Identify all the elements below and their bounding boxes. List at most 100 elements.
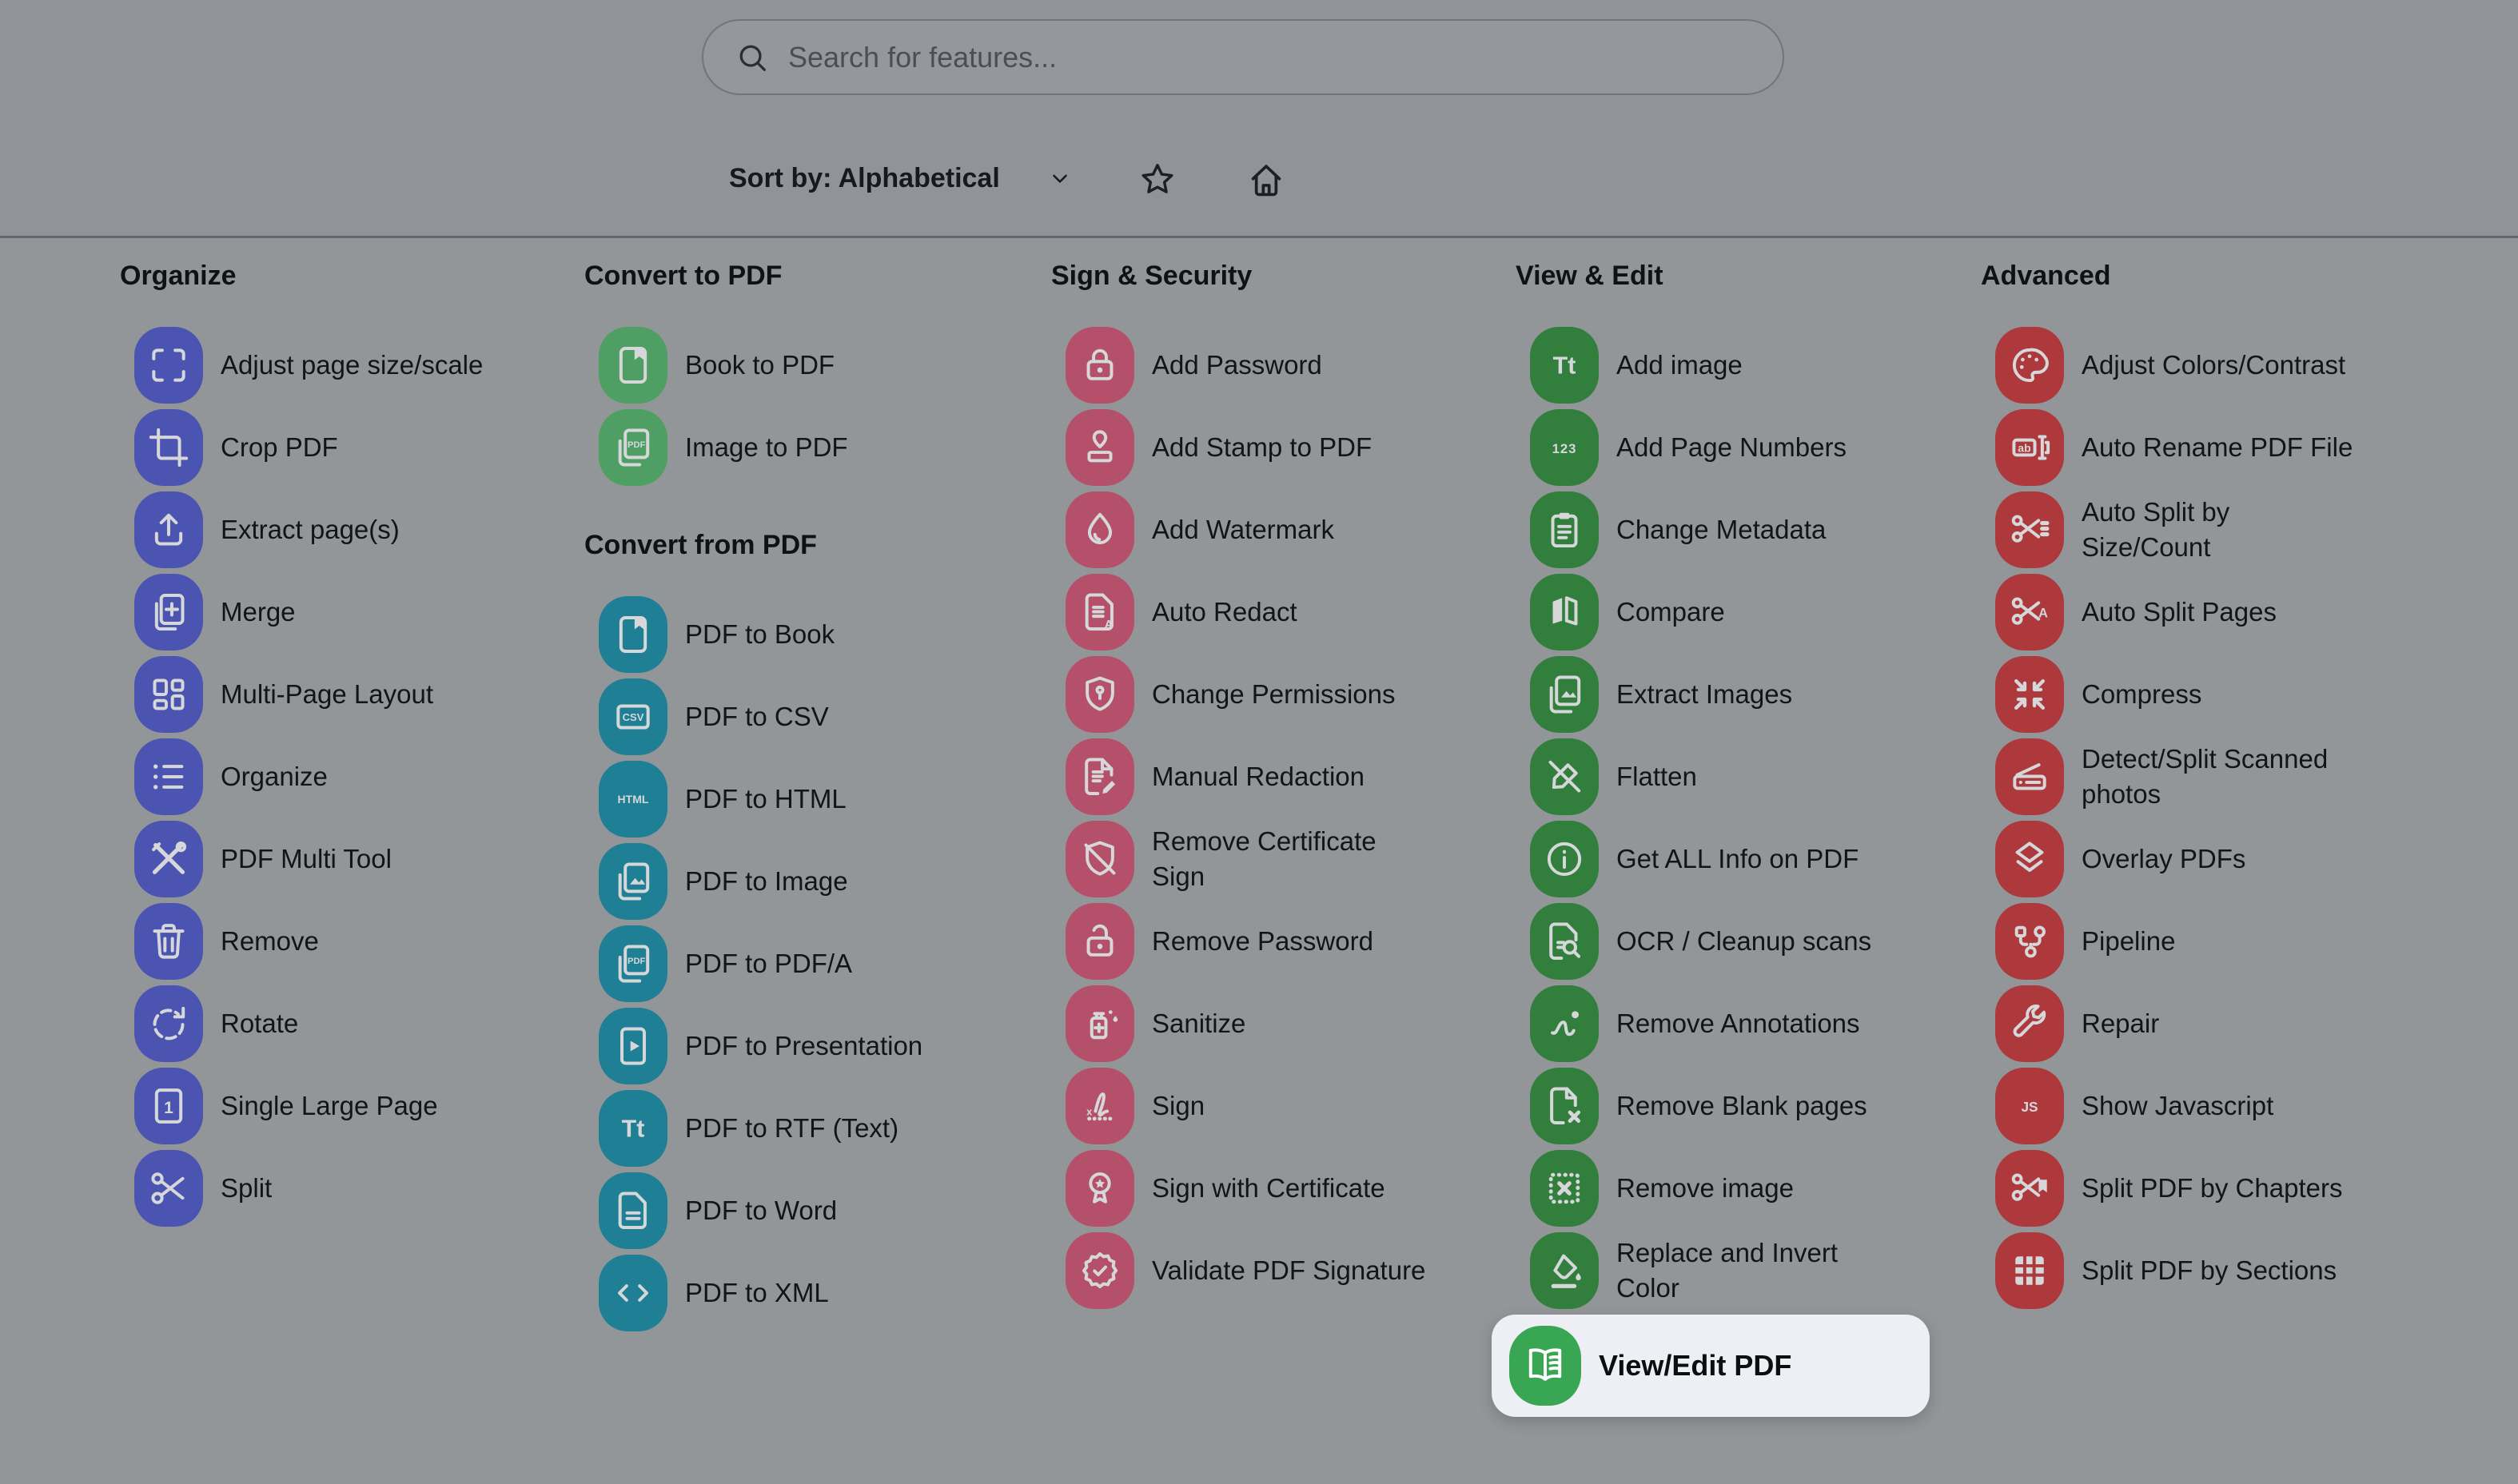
feature-label: Remove image bbox=[1616, 1173, 1794, 1203]
badge-check-icon bbox=[1082, 1252, 1118, 1289]
feature-split[interactable]: Split bbox=[120, 1150, 580, 1227]
feature-tile bbox=[134, 821, 203, 897]
layered-image-icon bbox=[618, 862, 650, 901]
feature-pdf-to-csv[interactable]: CSV PDF to CSV bbox=[584, 678, 1046, 755]
svg-text:PDF: PDF bbox=[628, 957, 646, 966]
feature-adjust-colors-contrast[interactable]: Adjust Colors/Contrast bbox=[1981, 327, 2476, 404]
feature-compare[interactable]: Compare bbox=[1516, 574, 1976, 650]
feature-pdf-to-rtf-text[interactable]: Tt PDF to RTF (Text) bbox=[584, 1090, 1046, 1167]
feature-remove-password[interactable]: Remove Password bbox=[1051, 903, 1511, 980]
feature-tile bbox=[1995, 491, 2064, 568]
feature-label: PDF to Word bbox=[685, 1196, 838, 1225]
grid-layout-icon bbox=[153, 678, 185, 710]
feature-label: Add Password bbox=[1152, 350, 1322, 380]
feature-remove-annotations[interactable]: Remove Annotations bbox=[1516, 985, 1976, 1062]
feature-auto-split-pages[interactable]: A Auto Split Pages bbox=[1981, 574, 2476, 650]
feature-view-edit-pdf[interactable]: View/Edit PDF bbox=[1492, 1315, 1930, 1417]
feature-detect-split-scanned-photos[interactable]: Detect/Split Scanned photos bbox=[1981, 738, 2476, 815]
feature-pdf-to-word[interactable]: PDF to Word bbox=[584, 1172, 1046, 1249]
feature-adjust-page-size-scale[interactable]: Adjust page size/scale bbox=[120, 327, 580, 404]
feature-get-all-info-on-pdf[interactable]: Get ALL Info on PDF bbox=[1516, 821, 1976, 897]
feature-remove-image[interactable]: Remove image bbox=[1516, 1150, 1976, 1227]
feature-organize[interactable]: Organize bbox=[120, 738, 580, 815]
feature-auto-rename-pdf-file[interactable]: ab Auto Rename PDF File bbox=[1981, 409, 2476, 486]
feature-label: Compress bbox=[2082, 679, 2202, 709]
feature-remove[interactable]: Remove bbox=[120, 903, 580, 980]
book-icon bbox=[619, 347, 647, 384]
feature-add-page-numbers[interactable]: 123 Add Page Numbers bbox=[1516, 409, 1976, 486]
feature-label: Repair bbox=[2082, 1009, 2160, 1038]
feature-add-stamp-to-pdf[interactable]: Add Stamp to PDF bbox=[1051, 409, 1511, 486]
feature-pipeline[interactable]: Pipeline bbox=[1981, 903, 2476, 980]
feature-validate-pdf-signature[interactable]: Validate PDF Signature bbox=[1051, 1232, 1511, 1309]
feature-book-to-pdf[interactable]: Book to PDF bbox=[584, 327, 1046, 404]
feature-ocr-cleanup-scans[interactable]: OCR / Cleanup scans bbox=[1516, 903, 1976, 980]
feature-change-permissions[interactable]: Change Permissions bbox=[1051, 656, 1511, 733]
feature-label: Rotate bbox=[221, 1009, 299, 1038]
feature-tile bbox=[1066, 821, 1134, 897]
favorites-button[interactable] bbox=[1137, 159, 1178, 201]
feature-tile bbox=[1530, 821, 1599, 897]
feature-extract-page-s[interactable]: Extract page(s) bbox=[120, 491, 580, 568]
feature-replace-and-invert-color[interactable]: Replace and Invert Color bbox=[1516, 1232, 1976, 1309]
feature-pdf-multi-tool[interactable]: PDF Multi Tool bbox=[120, 821, 580, 897]
feature-overlay-pdfs[interactable]: Overlay PDFs bbox=[1981, 821, 2476, 897]
feature-image-to-pdf[interactable]: PDF Image to PDF bbox=[584, 409, 1046, 486]
feature-add-image[interactable]: Tt Add image bbox=[1516, 327, 1976, 404]
feature-pdf-to-html[interactable]: HTML PDF to HTML bbox=[584, 761, 1046, 837]
feature-tile bbox=[1995, 903, 2064, 980]
frame-corners-icon bbox=[152, 348, 185, 382]
sort-dropdown[interactable]: Sort by: Alphabetical bbox=[729, 148, 1072, 209]
feature-split-pdf-by-sections[interactable]: Split PDF by Sections bbox=[1981, 1232, 2476, 1309]
feature-sign[interactable]: x Sign bbox=[1051, 1068, 1511, 1144]
feature-label: Add Watermark bbox=[1152, 515, 1335, 544]
tools-cross-icon bbox=[152, 841, 187, 874]
feature-rotate[interactable]: Rotate bbox=[120, 985, 580, 1062]
feature-pdf-to-pdf-a[interactable]: PDF PDF to PDF/A bbox=[584, 925, 1046, 1002]
feature-repair[interactable]: Repair bbox=[1981, 985, 2476, 1062]
feature-pdf-to-book[interactable]: PDF to Book bbox=[584, 596, 1046, 673]
feature-multi-page-layout[interactable]: Multi-Page Layout bbox=[120, 656, 580, 733]
feature-label: Extract page(s) bbox=[221, 515, 400, 544]
feature-flatten[interactable]: Flatten bbox=[1516, 738, 1976, 815]
info-circle-icon bbox=[1547, 841, 1582, 877]
category-title-convert-from-pdf: Convert from PDF bbox=[584, 530, 817, 560]
feature-tile: A bbox=[1995, 574, 2064, 650]
feature-tile bbox=[1066, 903, 1134, 980]
feature-label: Change Metadata bbox=[1616, 515, 1827, 544]
search-input[interactable] bbox=[771, 21, 1783, 93]
feature-compress[interactable]: Compress bbox=[1981, 656, 2476, 733]
feature-split-pdf-by-chapters[interactable]: Split PDF by Chapters bbox=[1981, 1150, 2476, 1227]
feature-show-javascript[interactable]: JS Show Javascript bbox=[1981, 1068, 2476, 1144]
category-column-view-edit: View & Edit Tt Add image 123 Add Page Number… bbox=[1492, 259, 1976, 1422]
ab-rename-icon: ab bbox=[2012, 435, 2050, 460]
feature-tile bbox=[1066, 656, 1134, 733]
feature-pdf-to-image[interactable]: PDF to Image bbox=[584, 843, 1046, 920]
feature-add-password[interactable]: Add Password bbox=[1051, 327, 1511, 404]
feature-extract-images[interactable]: Extract Images bbox=[1516, 656, 1976, 733]
layered-pdf-icon: PDF bbox=[618, 428, 650, 467]
feature-crop-pdf[interactable]: Crop PDF bbox=[120, 409, 580, 486]
feature-add-watermark[interactable]: Add Watermark bbox=[1051, 491, 1511, 568]
section-divider bbox=[0, 236, 2518, 238]
feature-auto-split-by-size-count[interactable]: Auto Split by Size/Count bbox=[1981, 491, 2476, 568]
feature-tile bbox=[1995, 327, 2064, 404]
feature-merge[interactable]: Merge bbox=[120, 574, 580, 650]
feature-tile bbox=[1530, 1232, 1599, 1309]
feature-change-metadata[interactable]: Change Metadata bbox=[1516, 491, 1976, 568]
feature-single-large-page[interactable]: 1 Single Large Page bbox=[120, 1068, 580, 1144]
feature-tile bbox=[1530, 738, 1599, 815]
feature-manual-redaction[interactable]: Manual Redaction bbox=[1051, 738, 1511, 815]
feature-auto-redact[interactable]: A Auto Redact bbox=[1051, 574, 1511, 650]
feature-sanitize[interactable]: Sanitize bbox=[1051, 985, 1511, 1062]
feature-sign-with-certificate[interactable]: Sign with Certificate bbox=[1051, 1150, 1511, 1227]
feature-remove-certificate-sign[interactable]: Remove Certificate Sign bbox=[1051, 821, 1511, 897]
feature-label: PDF to Presentation bbox=[685, 1031, 923, 1060]
search-input-wrapper[interactable] bbox=[702, 19, 1784, 95]
home-button[interactable] bbox=[1245, 159, 1287, 201]
feature-tile bbox=[1995, 1232, 2064, 1309]
dotted-box-x-icon bbox=[1548, 1172, 1580, 1204]
feature-pdf-to-xml[interactable]: PDF to XML bbox=[584, 1255, 1046, 1331]
feature-pdf-to-presentation[interactable]: PDF to Presentation bbox=[584, 1008, 1046, 1084]
feature-remove-blank-pages[interactable]: Remove Blank pages bbox=[1516, 1068, 1976, 1144]
